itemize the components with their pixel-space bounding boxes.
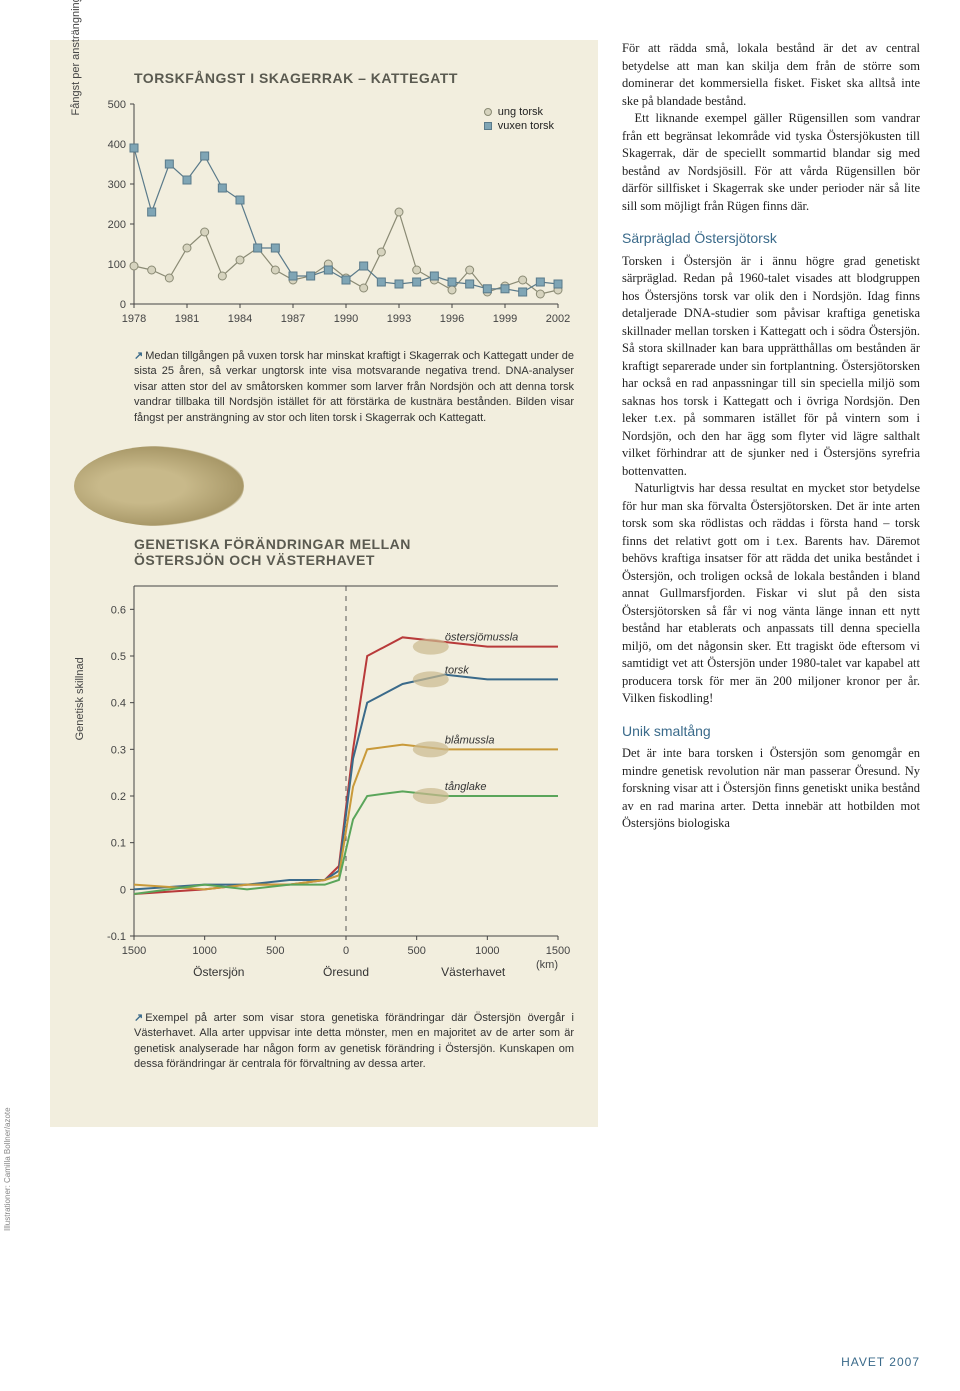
caption-arrow-icon: ↗ [134, 1012, 143, 1024]
svg-text:Öresund: Öresund [323, 965, 369, 979]
svg-text:200: 200 [108, 219, 126, 231]
cod-illustration [74, 446, 244, 526]
svg-text:Östersjön: Östersjön [193, 965, 244, 979]
chart2: Genetisk skillnad -0.1 0 0.1 0.2 0.3 0.4 0.5 0.… [74, 576, 574, 1001]
legend-marker-square [484, 122, 492, 130]
svg-text:300: 300 [108, 179, 126, 191]
svg-text:-0.1: -0.1 [107, 931, 126, 943]
svg-text:1981: 1981 [175, 313, 199, 325]
chart1-ylabel: Fångst per ansträngning (kg fisk/tråltim… [70, 0, 82, 115]
article-paragraph: Ett liknande exempel gäller Rügensillen … [622, 110, 920, 215]
svg-text:500: 500 [108, 99, 126, 111]
chart1-title: TORSKFÅNGST I SKAGERRAK – KATTEGATT [134, 70, 574, 86]
svg-text:2002: 2002 [546, 313, 570, 325]
svg-text:0.5: 0.5 [111, 651, 126, 663]
svg-text:0.3: 0.3 [111, 744, 126, 756]
svg-text:500: 500 [266, 945, 284, 957]
legend-label-a: ung torsk [498, 106, 543, 118]
svg-text:400: 400 [108, 139, 126, 151]
article-paragraph: Naturligtvis har dessa resultat en mycke… [622, 480, 920, 708]
svg-text:0.4: 0.4 [111, 698, 126, 710]
svg-text:blåmussla: blåmussla [445, 734, 495, 746]
legend-marker-circle [484, 108, 492, 116]
svg-text:östersjömussla: östersjömussla [445, 632, 518, 644]
svg-text:0: 0 [120, 299, 126, 311]
article-paragraph: Torsken i Östersjön är i ännu högre grad… [622, 253, 920, 481]
article-column: För att rädda små, lokala bestånd är det… [622, 40, 920, 1127]
chart1-caption: ↗Medan tillgången på vuxen torsk har min… [134, 349, 574, 426]
article-paragraph: För att rädda små, lokala bestånd är det… [622, 40, 920, 110]
legend-label-b: vuxen torsk [498, 120, 554, 132]
svg-text:(km): (km) [536, 959, 558, 971]
chart2-svg: -0.1 0 0.1 0.2 0.3 0.4 0.5 0.6 1500 1000 500 0 500 10… [74, 576, 574, 996]
chart2-title: GENETISKA FÖRÄNDRINGAR MELLAN ÖSTERSJÖN … [134, 536, 454, 568]
svg-text:1999: 1999 [493, 313, 517, 325]
svg-text:500: 500 [407, 945, 425, 957]
chart2-ylabel: Genetisk skillnad [74, 657, 86, 740]
caption-arrow-icon: ↗ [134, 350, 143, 362]
svg-text:1978: 1978 [122, 313, 146, 325]
svg-text:1987: 1987 [281, 313, 305, 325]
svg-text:0.6: 0.6 [111, 604, 126, 616]
svg-text:Västerhavet: Västerhavet [441, 965, 506, 979]
figure-panel: TORSKFÅNGST I SKAGERRAK – KATTEGATT Fång… [50, 40, 598, 1127]
svg-text:tånglake: tånglake [445, 781, 487, 793]
illustration-credit: Illustrationer: Camilla Bollner/azote [3, 1107, 12, 1231]
svg-text:1990: 1990 [334, 313, 358, 325]
page-footer: HAVET 2007 [841, 1355, 920, 1369]
svg-text:torsk: torsk [445, 664, 469, 676]
svg-text:0: 0 [120, 884, 126, 896]
svg-text:1996: 1996 [440, 313, 464, 325]
chart1-legend: ung torsk vuxen torsk [484, 106, 554, 134]
svg-text:1984: 1984 [228, 313, 252, 325]
svg-text:1993: 1993 [387, 313, 411, 325]
article-paragraph: Det är inte bara torsken i Östersjön som… [622, 745, 920, 833]
chart2-caption: ↗Exempel på arter som visar stora geneti… [134, 1011, 574, 1073]
svg-text:1000: 1000 [192, 945, 216, 957]
article-heading: Unik smaltång [622, 722, 920, 742]
svg-text:1500: 1500 [546, 945, 570, 957]
article-heading: Särpräglad Östersjötorsk [622, 229, 920, 249]
svg-text:0: 0 [343, 945, 349, 957]
svg-text:1500: 1500 [122, 945, 146, 957]
svg-text:0.2: 0.2 [111, 791, 126, 803]
chart1: Fångst per ansträngning (kg fisk/tråltim… [74, 94, 574, 339]
svg-text:0.1: 0.1 [111, 838, 126, 850]
svg-text:100: 100 [108, 259, 126, 271]
svg-text:1000: 1000 [475, 945, 499, 957]
